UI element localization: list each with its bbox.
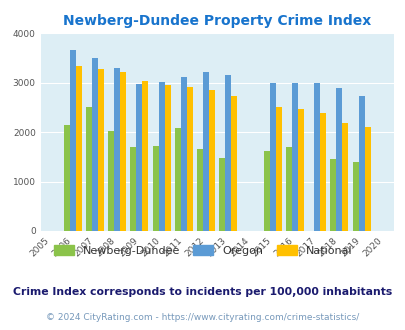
- Bar: [291, 83, 297, 231]
- Bar: [86, 107, 92, 231]
- Bar: [70, 50, 76, 231]
- Bar: [297, 109, 303, 231]
- Bar: [175, 128, 181, 231]
- Bar: [158, 82, 164, 231]
- Bar: [98, 69, 104, 231]
- Bar: [225, 75, 231, 231]
- Bar: [92, 58, 98, 231]
- Bar: [231, 96, 237, 231]
- Bar: [209, 90, 215, 231]
- Text: Crime Index corresponds to incidents per 100,000 inhabitants: Crime Index corresponds to incidents per…: [13, 287, 392, 297]
- Bar: [108, 131, 114, 231]
- Bar: [364, 127, 370, 231]
- Text: © 2024 CityRating.com - https://www.cityrating.com/crime-statistics/: © 2024 CityRating.com - https://www.city…: [46, 313, 359, 322]
- Bar: [136, 84, 142, 231]
- Bar: [336, 88, 341, 231]
- Bar: [64, 125, 70, 231]
- Bar: [196, 149, 202, 231]
- Bar: [186, 87, 192, 231]
- Bar: [358, 96, 364, 231]
- Bar: [352, 162, 358, 231]
- Bar: [263, 151, 269, 231]
- Legend: Newberg-Dundee, Oregon, National: Newberg-Dundee, Oregon, National: [49, 241, 356, 260]
- Bar: [313, 82, 320, 231]
- Bar: [202, 72, 209, 231]
- Bar: [164, 85, 170, 231]
- Title: Newberg-Dundee Property Crime Index: Newberg-Dundee Property Crime Index: [63, 14, 371, 28]
- Bar: [181, 77, 186, 231]
- Bar: [285, 147, 291, 231]
- Bar: [142, 81, 148, 231]
- Bar: [120, 72, 126, 231]
- Bar: [219, 158, 225, 231]
- Bar: [130, 147, 136, 231]
- Bar: [114, 68, 120, 231]
- Bar: [330, 159, 336, 231]
- Bar: [341, 123, 347, 231]
- Bar: [275, 107, 281, 231]
- Bar: [152, 146, 158, 231]
- Bar: [76, 66, 81, 231]
- Bar: [269, 83, 275, 231]
- Bar: [320, 113, 325, 231]
